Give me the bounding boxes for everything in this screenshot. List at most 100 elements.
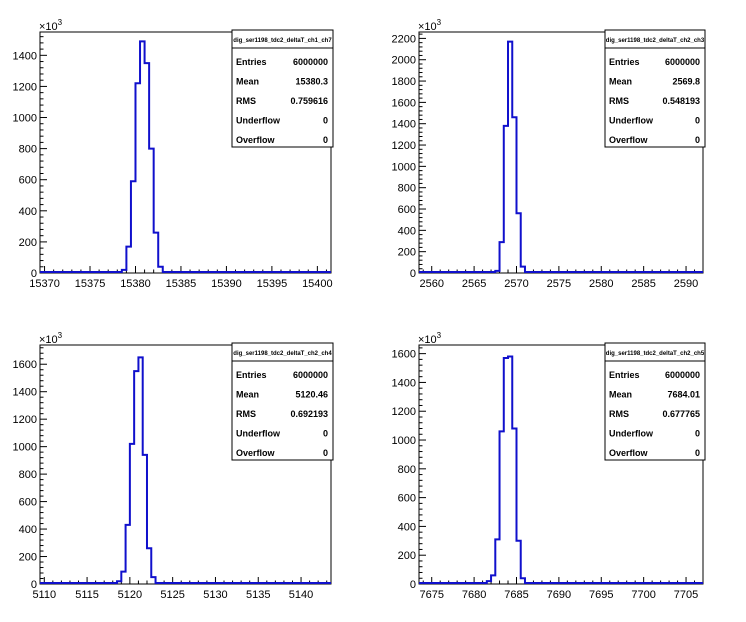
stats-box: dig_ser1198_tdc2_deltaT_ch2_ch4 Entries 60… [231,342,334,461]
x-tick-label: 15400 [302,278,333,290]
stats-title: dig_ser1198_tdc2_deltaT_ch2_ch3 [606,38,705,44]
stats-value: 0 [695,116,700,126]
stats-label: RMS [236,409,256,419]
stats-value: 0.692193 [290,409,328,419]
stats-box-frame [231,29,334,148]
stats-label: Overflow [236,448,276,458]
y-tick-label: 800 [398,464,416,476]
x-tick-label: 2565 [462,278,486,290]
stats-value: 0.759616 [290,96,328,106]
stats-label: Overflow [609,135,649,145]
x-tick-label: 7690 [547,589,571,601]
stats-label: Underflow [236,429,281,439]
stats-value: 0 [695,429,700,439]
stats-value: 0 [323,429,328,439]
stats-label: RMS [236,96,256,106]
y-tick-label: 1800 [392,76,416,88]
stats-value: 0.677765 [662,409,700,419]
multiplier-base: ×10 [418,21,437,33]
y-tick-label: 1000 [392,435,416,447]
x-tick-label: 15370 [29,278,60,290]
stats-value: 0.548193 [662,96,700,106]
stats-title: dig_ser1198_tdc2_deltaT_ch1_ch7 [233,38,332,44]
y-tick-label: 800 [19,469,37,481]
y-multiplier-label: ×103 [39,18,63,33]
stats-label: Overflow [236,135,276,145]
y-tick-label: 600 [19,497,37,509]
histogram-outline [419,40,703,273]
y-tick-label: 0 [31,268,37,280]
x-tick-label: 15375 [75,278,106,290]
stats-value: 0 [695,135,700,145]
stats-value: 15380.3 [295,77,328,87]
y-tick-label: 1000 [392,161,416,173]
y-tick-label: 600 [398,493,416,505]
multiplier-exponent: 3 [437,18,442,27]
y-multiplier-label: ×103 [418,18,442,33]
stats-box-frame [604,29,706,148]
stats-value: 0 [323,448,328,458]
stats-label: Entries [609,370,640,380]
x-tick-label: 5110 [32,589,56,601]
stats-label: RMS [609,96,629,106]
histogram-panel-ch2-ch5: 7675 7680 7685 7690 7695 7700 7705 0 200 400 600 80… [392,331,706,601]
x-tick-label: 15395 [257,278,288,290]
x-tick-label: 2580 [589,278,613,290]
stats-box: dig_ser1198_tdc2_deltaT_ch2_ch3 Entries 60… [604,29,706,148]
y-multiplier-label: ×103 [39,331,63,346]
stats-label: Entries [236,57,267,67]
x-tick-label: 7680 [462,589,486,601]
stats-box: dig_ser1198_tdc2_deltaT_ch1_ch7 Entries 60… [231,29,334,148]
stats-label: Underflow [609,429,654,439]
y-tick-label: 0 [31,579,37,591]
y-tick-label: 400 [19,206,37,218]
stats-title: dig_ser1198_tdc2_deltaT_ch2_ch5 [606,351,705,357]
y-multiplier-label: ×103 [418,331,442,346]
x-tick-label: 7685 [504,589,528,601]
y-tick-label: 1200 [392,406,416,418]
x-tick-label: 5130 [203,589,227,601]
y-tick-label: 1400 [392,119,416,131]
y-tick-label: 0 [410,579,416,591]
x-tick-label: 5125 [160,589,184,601]
stats-label: Entries [609,57,640,67]
y-tick-label: 600 [398,204,416,216]
stats-box-frame [604,342,706,461]
stats-label: Mean [236,77,259,87]
stats-value: 6000000 [665,370,700,380]
x-tick-label: 7695 [589,589,613,601]
multiplier-exponent: 3 [58,18,63,27]
stats-label: Underflow [609,116,654,126]
x-tick-label: 2570 [504,278,528,290]
stats-value: 7684.01 [667,390,700,400]
y-tick-label: 800 [19,144,37,156]
y-tick-label: 1600 [392,97,416,109]
multiplier-exponent: 3 [58,331,63,340]
y-tick-label: 1000 [13,442,37,454]
stats-value: 2569.8 [672,77,700,87]
y-tick-label: 200 [19,552,37,564]
y-tick-label: 1400 [13,387,37,399]
histogram-panel-ch2-ch3: 2560 2565 2570 2575 2580 2585 2590 0 200 400 600 80… [392,18,706,290]
stats-box: dig_ser1198_tdc2_deltaT_ch2_ch5 Entries 60… [604,342,706,461]
y-tick-label: 2200 [392,33,416,45]
stats-label: Overflow [609,448,649,458]
y-tick-label: 1200 [392,140,416,152]
stats-value: 0 [323,116,328,126]
stats-label: Mean [609,77,632,87]
histogram-outline [40,40,331,273]
y-tick-label: 1200 [13,81,37,93]
x-tick-label: 15390 [211,278,242,290]
stats-label: Mean [609,390,632,400]
x-tick-label: 5120 [118,589,142,601]
stats-label: Mean [236,390,259,400]
stats-value: 5120.46 [295,390,328,400]
stats-label: Underflow [236,116,281,126]
y-tick-label: 200 [398,550,416,562]
multiplier-base: ×10 [418,334,437,346]
y-tick-label: 1600 [13,359,37,371]
y-tick-label: 1200 [13,414,37,426]
x-tick-label: 7705 [674,589,698,601]
x-tick-label: 2560 [419,278,443,290]
